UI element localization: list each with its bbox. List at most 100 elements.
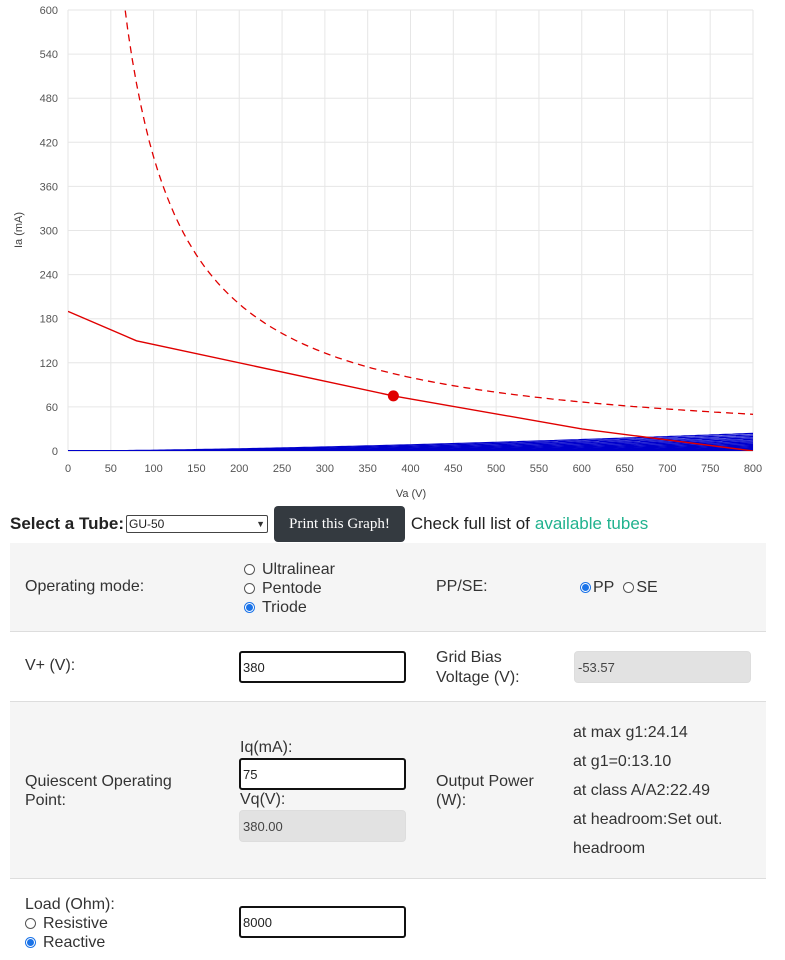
x-tick-label: 50	[105, 463, 117, 475]
mode-option-ultralinear[interactable]: Ultralinear	[244, 560, 335, 579]
mode-option-pentode[interactable]: Pentode	[244, 579, 335, 598]
x-tick-label: 500	[487, 463, 505, 475]
plate-curve	[68, 443, 753, 451]
x-axis-label: Va (V)	[396, 488, 426, 500]
quiescent-label: Quiescent Operating Point:	[25, 772, 172, 810]
y-tick-label: 60	[46, 402, 58, 414]
x-tick-label: 300	[316, 463, 334, 475]
radio-checked-icon	[25, 937, 36, 948]
x-tick-label: 750	[701, 463, 719, 475]
grid-bias-label: Grid Bias Voltage (V):	[436, 648, 520, 688]
tube-select-value: GU-50	[129, 517, 165, 531]
mode-option-triode[interactable]: Triode	[244, 598, 335, 617]
load-option-reactive[interactable]: Reactive	[25, 933, 115, 952]
plate-curve	[68, 440, 753, 451]
x-tick-label: 200	[230, 463, 248, 475]
tube-list-text: Check full list of available tubes	[411, 514, 648, 534]
x-tick-label: 0	[65, 463, 71, 475]
ppse-radio-group: PP SE	[580, 578, 658, 597]
radio-icon	[244, 583, 255, 594]
mode-option-label: Pentode	[262, 580, 322, 597]
load-option-resistive[interactable]: Resistive	[25, 914, 115, 933]
ppse-option-se[interactable]: SE	[623, 578, 658, 597]
power-g1-zero: at g1=0:13.10	[573, 753, 672, 770]
row-vplus: V+ (V): 380 Grid Bias Voltage (V): -53.5…	[10, 632, 766, 702]
y-tick-label: 240	[40, 270, 58, 282]
iq-input[interactable]: 75	[239, 758, 406, 790]
grid-bias-label-line: Voltage (V):	[436, 669, 520, 686]
ppse-option-label: PP	[593, 579, 615, 596]
power-headroom-cont: headroom	[573, 840, 646, 857]
y-tick-label: 300	[40, 226, 58, 238]
mode-option-label: Triode	[262, 599, 307, 616]
y-tick-label: 180	[40, 314, 58, 326]
parameters-form: Operating mode: Ultralinear Pentode Trio…	[10, 543, 766, 959]
x-tick-label: 800	[744, 463, 762, 475]
x-tick-label: 100	[144, 463, 162, 475]
output-power-label-line: Output Power	[436, 773, 534, 790]
x-tick-label: 700	[658, 463, 676, 475]
plate-curve	[68, 445, 753, 451]
iq-label: Iq(mA):	[240, 739, 293, 756]
tube-select-row: Select a Tube: GU-50 ▼ Print this Graph!…	[10, 506, 780, 542]
y-tick-label: 360	[40, 181, 58, 193]
radio-icon	[623, 582, 635, 593]
tube-select[interactable]: GU-50 ▼	[126, 515, 268, 533]
radio-checked-icon	[244, 602, 255, 613]
operating-point-marker	[387, 390, 399, 402]
load-option-label: Reactive	[43, 934, 106, 951]
output-power-label: Output Power (W):	[436, 772, 534, 810]
x-tick-label: 350	[359, 463, 377, 475]
quiescent-label-line: Quiescent Operating	[25, 773, 172, 790]
select-tube-label: Select a Tube:	[10, 514, 124, 533]
load-lines	[68, 10, 753, 451]
max-dissipation-curve	[124, 10, 753, 415]
y-tick-label: 540	[40, 49, 58, 61]
chevron-down-icon: ▼	[256, 519, 265, 529]
ppse-option-pp[interactable]: PP	[580, 578, 614, 597]
plate-curve-chart: 0 50 100 150 200 250 300 350 400 450 500 550 600 650 7…	[13, 5, 763, 500]
plate-curves	[68, 432, 753, 451]
ppse-option-label: SE	[636, 579, 658, 596]
x-tick-label: 650	[615, 463, 633, 475]
power-headroom: at headroom:Set out.	[573, 811, 723, 828]
quiescent-label-line: Point:	[25, 792, 66, 809]
axis-ticks: 0 50 100 150 200 250 300 350 400 450 500 550 600 650 7…	[40, 5, 763, 475]
mode-option-label: Ultralinear	[262, 561, 335, 578]
vplus-label: V+ (V):	[25, 657, 76, 674]
load-group: Load (Ohm): Resistive Reactive	[25, 895, 115, 952]
radio-icon	[244, 564, 255, 575]
grid-bias-label-line: Grid Bias	[436, 649, 502, 666]
plate-curve	[68, 444, 753, 451]
radio-checked-icon	[580, 582, 591, 593]
x-tick-label: 450	[444, 463, 462, 475]
load-label: Load (Ohm):	[25, 896, 115, 913]
tube-list-prefix: Check full list of	[410, 514, 530, 533]
mode-radio-group: Ultralinear Pentode Triode	[244, 560, 335, 617]
load-input[interactable]: 8000	[239, 906, 406, 938]
x-tick-label: 150	[187, 463, 205, 475]
y-tick-label: 600	[40, 5, 58, 17]
x-tick-label: 250	[273, 463, 291, 475]
y-tick-label: 120	[40, 358, 58, 370]
y-tick-label: 0	[52, 446, 58, 458]
row-load: Load (Ohm): Resistive Reactive 8000	[10, 879, 766, 959]
output-power-label-line: (W):	[436, 792, 467, 809]
chart-grid	[67, 9, 754, 452]
grid-bias-output: -53.57	[574, 651, 751, 683]
output-power-values: at max g1:24.14 at g1=0:13.10 at class A…	[573, 718, 722, 863]
print-graph-button[interactable]: Print this Graph!	[274, 506, 405, 542]
x-tick-label: 400	[401, 463, 419, 475]
x-tick-label: 550	[530, 463, 548, 475]
vplus-input[interactable]: 380	[239, 651, 406, 683]
operating-mode-label: Operating mode:	[25, 578, 145, 595]
plate-curve	[68, 437, 753, 451]
x-tick-label: 600	[573, 463, 591, 475]
load-option-label: Resistive	[43, 915, 108, 932]
power-class-a: at class A/A2:22.49	[573, 782, 710, 799]
vq-output: 380.00	[239, 810, 406, 842]
row-operating-mode: Operating mode: Ultralinear Pentode Trio…	[10, 543, 766, 632]
ppse-label: PP/SE:	[436, 578, 488, 595]
vq-label: Vq(V):	[240, 791, 286, 808]
available-tubes-link[interactable]: available tubes	[534, 514, 649, 533]
